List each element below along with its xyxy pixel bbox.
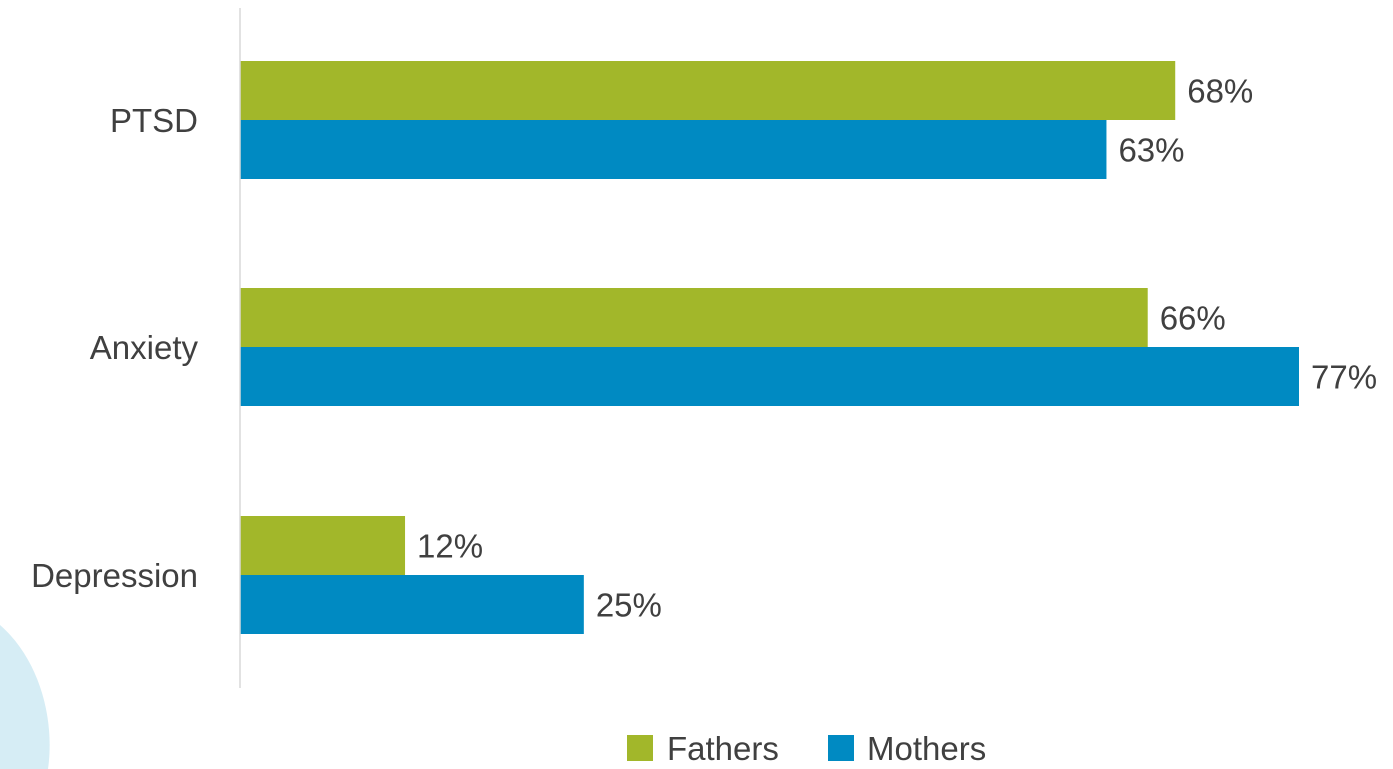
bar-fathers-depression: [240, 516, 406, 575]
data-label-mothers-depression: 25%: [596, 587, 662, 624]
bar-mothers-depression: [240, 575, 584, 634]
data-label-fathers-depression: 12%: [417, 528, 483, 565]
bars-layer: [240, 61, 1299, 634]
bar-fathers-ptsd: [240, 61, 1176, 120]
bar-mothers-ptsd: [240, 120, 1107, 179]
legend: Fathers Mothers: [627, 730, 986, 767]
data-label-mothers-anxiety: 77%: [1311, 359, 1377, 396]
data-label-mothers-ptsd: 63%: [1118, 132, 1184, 169]
data-label-fathers-ptsd: 68%: [1187, 73, 1253, 110]
legend-label-mothers: Mothers: [867, 730, 986, 767]
category-label-depression: Depression: [31, 557, 198, 594]
legend-swatch-mothers: [828, 735, 854, 761]
data-label-fathers-anxiety: 66%: [1160, 300, 1226, 337]
background-decoration: [0, 625, 50, 769]
labels-layer: PTSD 68%63% Anxiety 66% 77% Depression 12% 25%: [31, 73, 1377, 624]
bar-mothers-anxiety: [240, 347, 1299, 406]
category-label-anxiety: Anxiety: [90, 329, 199, 366]
bar-fathers-anxiety: [240, 288, 1148, 347]
category-label-ptsd: PTSD: [110, 102, 198, 139]
legend-label-fathers: Fathers: [667, 730, 779, 767]
legend-swatch-fathers: [627, 735, 653, 761]
